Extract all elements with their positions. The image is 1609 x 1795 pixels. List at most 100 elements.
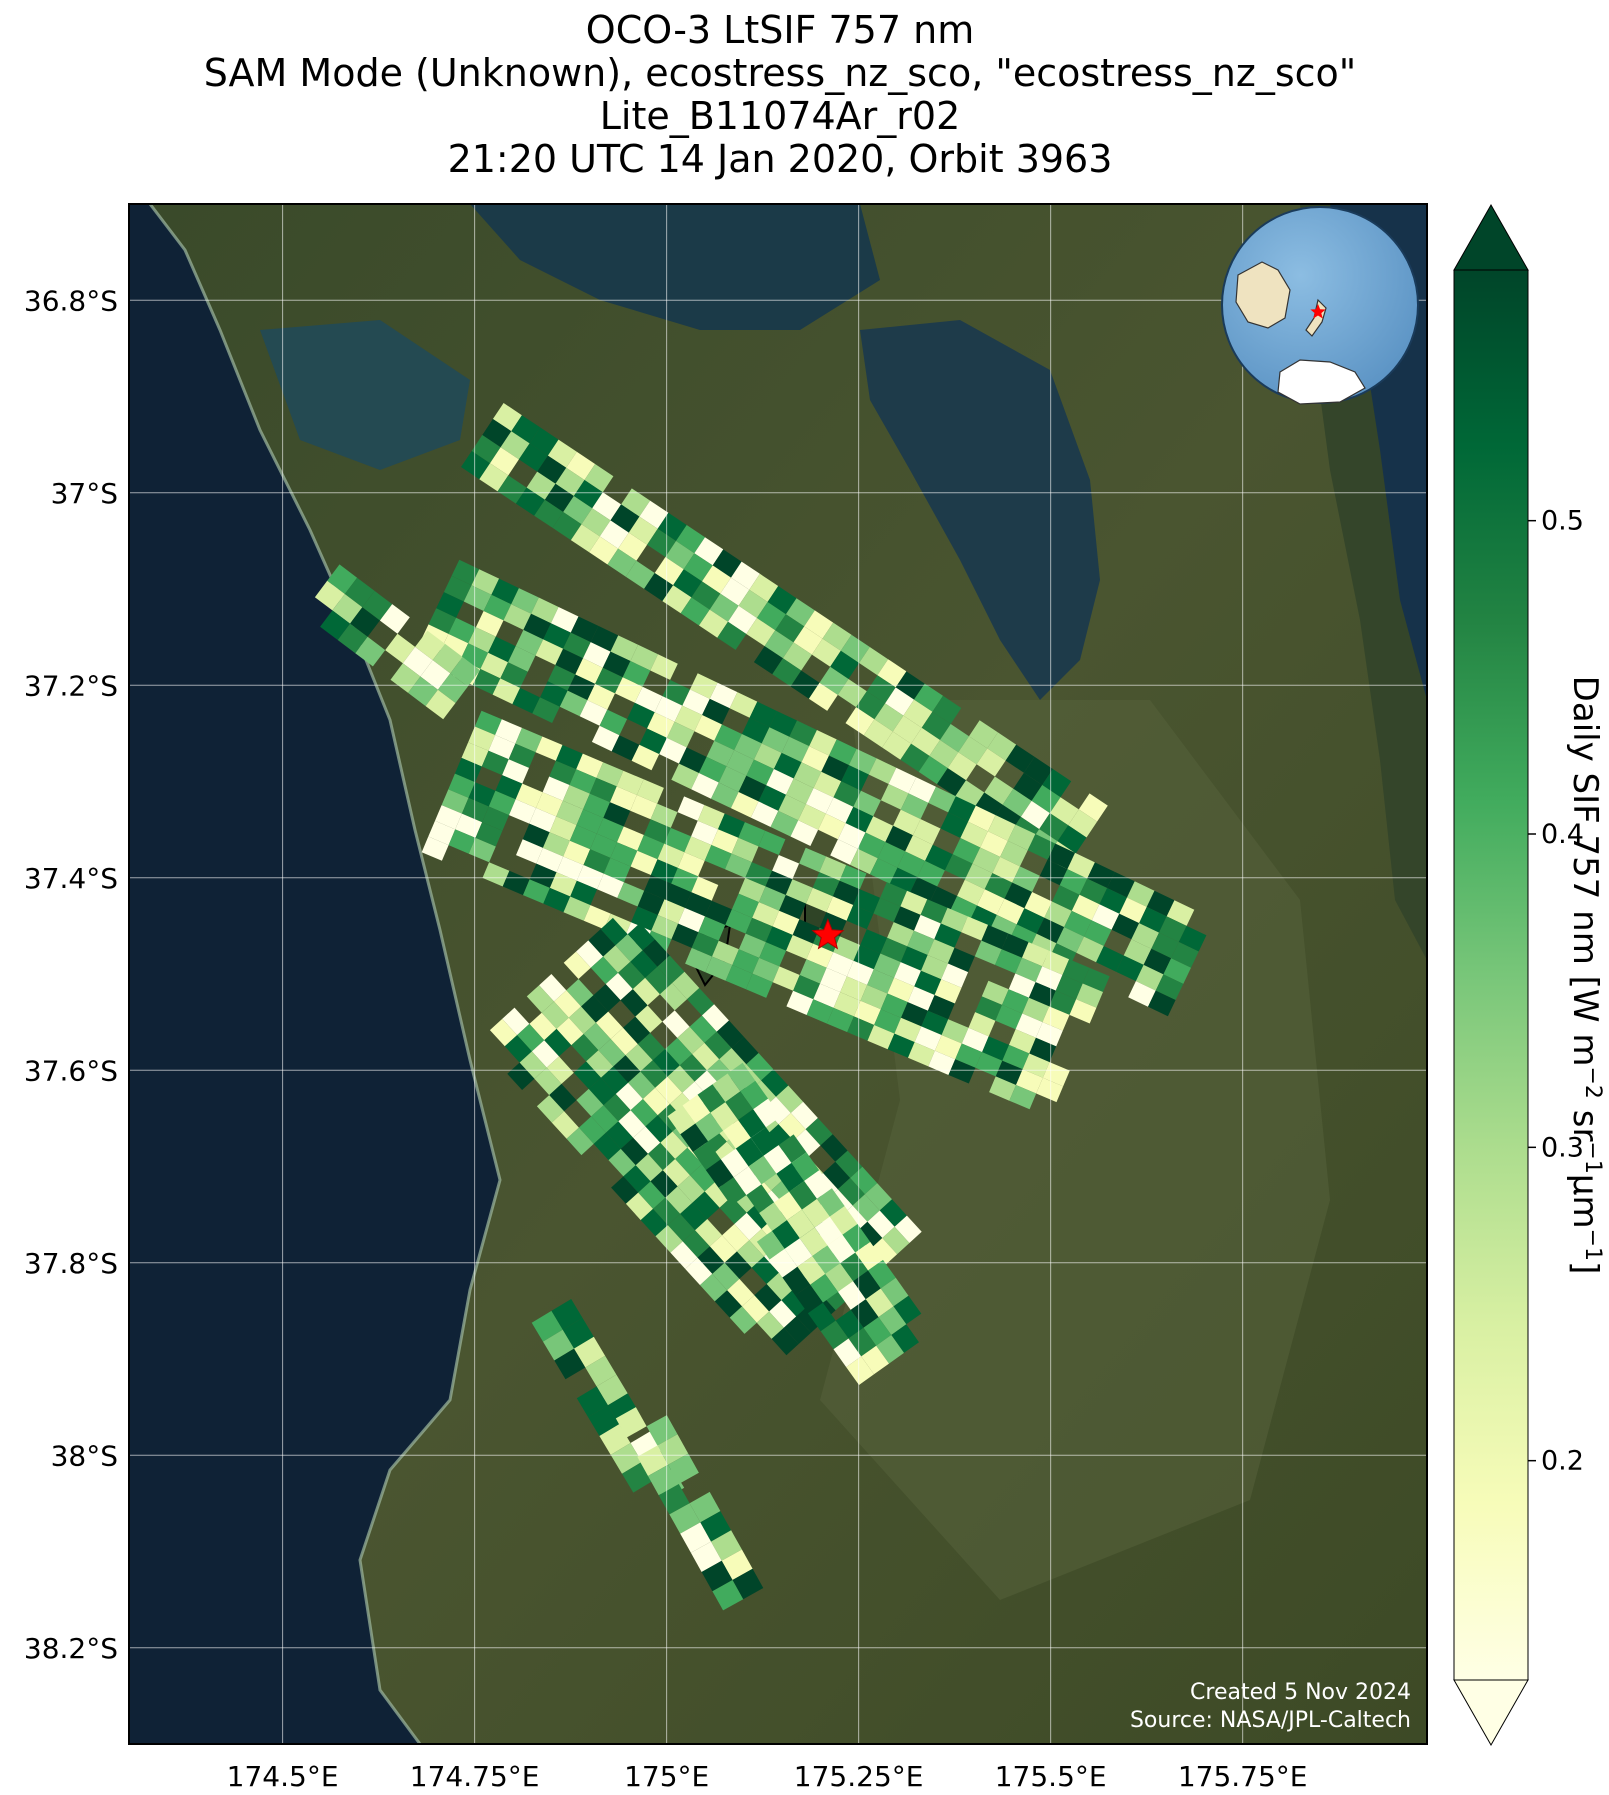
sif-sounding [928, 1050, 956, 1075]
sif-sounding [511, 588, 539, 614]
sif-sounding [763, 1145, 792, 1174]
sif-sounding [570, 616, 599, 643]
sif-sounding [615, 934, 643, 962]
sif-sounding [694, 537, 724, 566]
sif-sounding [607, 548, 637, 577]
sif-sounding [320, 610, 350, 640]
sif-sounding [529, 863, 557, 888]
sif-sounding [761, 1069, 789, 1097]
sif-sounding [584, 464, 614, 493]
sif-sounding [731, 1036, 759, 1065]
sif-sounding [981, 980, 1009, 1005]
sif-sounding [826, 1007, 854, 1033]
sif-sounding [925, 844, 953, 871]
sif-sounding [738, 589, 768, 618]
sif-sounding [808, 682, 838, 711]
sif-sounding [790, 820, 819, 846]
lat-tick-label: 38.2°S [24, 1632, 118, 1665]
sif-sounding [1151, 932, 1179, 959]
sif-sounding [432, 643, 463, 674]
sif-sounding [644, 573, 674, 602]
sif-sounding [977, 889, 1005, 915]
sif-sounding [1016, 1069, 1043, 1094]
sif-sounding [1042, 1006, 1070, 1031]
sif-sounding [778, 1134, 807, 1163]
sif-sounding [1029, 1037, 1057, 1063]
sif-sounding [1064, 910, 1092, 937]
sif-sounding [657, 899, 685, 924]
sif-sounding [897, 851, 926, 878]
sif-sounding [783, 1316, 811, 1344]
sif-sounding [522, 823, 550, 848]
sif-sounding [837, 679, 867, 708]
sif-sounding [995, 1060, 1023, 1085]
sif-sounding [511, 415, 541, 444]
sif-sounding [901, 1002, 928, 1027]
sif-sounding [853, 1000, 881, 1025]
sif-sounding [921, 955, 948, 980]
sif-sounding [736, 1240, 764, 1268]
sif-sounding [840, 1252, 868, 1282]
sif-sounding [764, 630, 794, 659]
sif-sounding [865, 816, 894, 842]
sif-sounding [720, 577, 750, 606]
sif-sounding [1042, 769, 1072, 798]
sif-sounding [675, 1147, 703, 1176]
sif-sounding [709, 593, 739, 622]
sif-sounding [742, 1295, 770, 1323]
sif-sounding [611, 735, 640, 761]
sif-sounding [638, 1181, 666, 1209]
sif-sounding [806, 999, 834, 1024]
sif-sounding [885, 687, 914, 716]
sif-sounding [697, 1084, 726, 1113]
map-panel[interactable]: Created 5 Nov 2024 Source: NASA/JPL-Calt… [129, 204, 1427, 1744]
sif-sounding [692, 1042, 720, 1071]
sif-sounding [635, 1153, 663, 1182]
sif-sounding [535, 639, 564, 665]
sif-sounding [759, 942, 787, 967]
sif-sounding [500, 431, 530, 460]
sif-sounding [1055, 974, 1083, 1000]
sif-sounding [622, 661, 651, 687]
sif-sounding [1052, 885, 1080, 911]
sif-sounding [575, 658, 603, 684]
sif-sounding [712, 1262, 740, 1291]
sif-sounding [900, 890, 928, 915]
sif-sounding [778, 1113, 806, 1141]
sif-sounding [980, 831, 1008, 857]
sif-sounding [1076, 983, 1103, 1008]
sif-sounding [712, 1073, 741, 1103]
sif-sounding [583, 1022, 611, 1051]
sif-sounding [448, 773, 476, 798]
colorbar-ticks: 0.2 0.3 0.4 0.5 [1528, 506, 1584, 1477]
sif-sounding [559, 690, 588, 717]
sif-sounding [799, 847, 826, 873]
sif-sounding [964, 863, 993, 890]
sif-sounding [587, 683, 615, 710]
sif-sounding [932, 695, 962, 724]
sif-sounding [576, 940, 604, 968]
sif-sounding [603, 857, 631, 883]
sif-sounding [631, 906, 658, 931]
sif-sounding [772, 855, 800, 880]
sif-sounding [937, 768, 966, 797]
sif-sounding [1004, 882, 1033, 909]
colorbar-label: Daily SIF 757 nm [W m−2 sr−1μm−1] [1565, 676, 1606, 1275]
sif-sounding [729, 692, 758, 718]
sif-sounding [749, 573, 779, 602]
sif-sounding [695, 1112, 724, 1142]
sif-sounding [767, 586, 797, 615]
sif-sounding [1076, 936, 1104, 963]
sif-sounding [786, 990, 814, 1015]
sif-sounding [856, 691, 886, 720]
sif-sounding [853, 945, 881, 970]
sif-sounding [596, 762, 624, 787]
sif-sounding [888, 767, 917, 794]
sif-sounding [472, 669, 501, 695]
sif-sounding [1057, 825, 1087, 854]
sif-sounding [689, 1491, 721, 1523]
sif-sounding [955, 1043, 983, 1068]
sif-sounding [549, 872, 577, 897]
globe-antarctica-icon [1277, 359, 1366, 405]
sif-sounding [598, 1039, 626, 1067]
